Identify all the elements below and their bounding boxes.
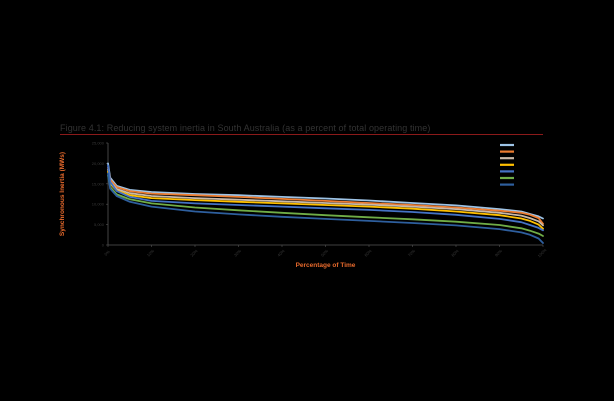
x-tick-label: 90%	[494, 248, 504, 258]
x-tick-label: 0%	[103, 249, 111, 257]
chart-axes: 0 5,000 10,000 15,000 20,000 25,000 0% 10% 20% 30…	[92, 141, 548, 259]
y-tick-label: 25,000	[92, 141, 105, 146]
y-tick-label: 15,000	[92, 181, 105, 186]
x-tick-label: 100%	[537, 247, 548, 258]
legend	[500, 143, 514, 186]
x-tick-label: 70%	[407, 248, 417, 258]
x-tick-label: 50%	[320, 248, 330, 258]
x-tick-label: 10%	[146, 248, 156, 258]
series-line-2	[107, 166, 544, 225]
x-axis-label: Percentage of Time	[296, 262, 356, 269]
chart-title: Figure 4.1: Reducing system inertia in S…	[60, 123, 431, 133]
x-tick-label: 20%	[189, 248, 199, 258]
y-tick-label: 5,000	[94, 222, 105, 227]
series-line-5	[107, 164, 544, 232]
series-layer	[107, 162, 544, 244]
series-line-6	[107, 174, 544, 237]
y-tick-label: 20,000	[92, 161, 105, 166]
x-tick-label: 60%	[363, 248, 373, 258]
y-tick-label: 0	[102, 243, 105, 248]
series-line-1	[107, 162, 544, 220]
x-tick-label: 30%	[233, 248, 243, 258]
x-tick-label: 80%	[450, 248, 460, 258]
series-line-4	[107, 170, 544, 230]
title-rule	[60, 134, 543, 135]
series-line-7	[107, 172, 544, 244]
series-line-3	[107, 168, 544, 227]
y-tick-label: 10,000	[92, 202, 105, 207]
y-axis-label: Synchronous Inertia (MWs)	[59, 152, 66, 236]
x-tick-label: 40%	[276, 248, 286, 258]
